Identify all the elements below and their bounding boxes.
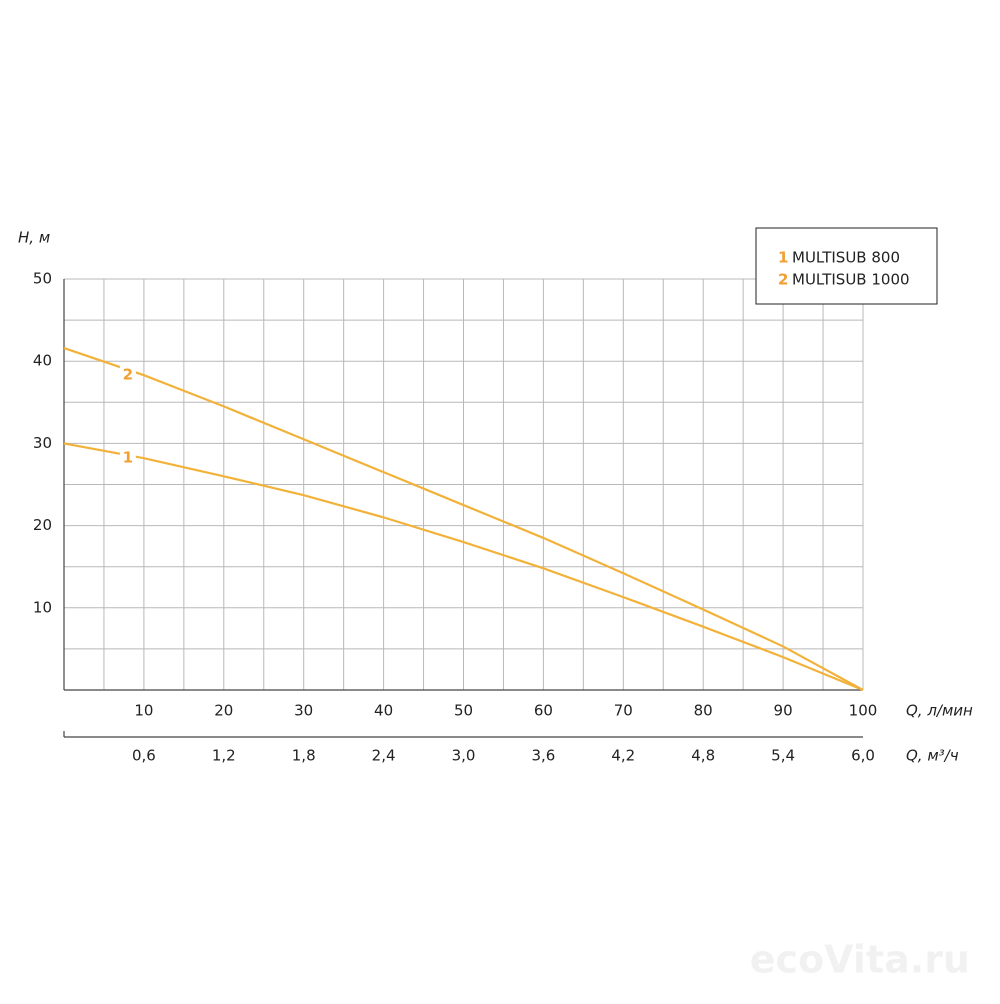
y-tick-label: 40 bbox=[33, 352, 52, 370]
y-axis-label: H, м bbox=[18, 229, 50, 247]
y-tick-label: 30 bbox=[33, 434, 52, 452]
x2-tick-label: 3,0 bbox=[452, 747, 476, 765]
curve-label: 2 bbox=[123, 366, 133, 384]
x-tick-label: 100 bbox=[849, 702, 878, 720]
curve-label-bg bbox=[119, 449, 136, 468]
x2-tick-label: 4,2 bbox=[611, 747, 635, 765]
x-tick-label: 70 bbox=[614, 702, 633, 720]
legend-label: MULTISUB 1000 bbox=[792, 271, 910, 289]
x-axis-label: Q, л/мин bbox=[906, 702, 973, 720]
x-tick-label: 60 bbox=[534, 702, 553, 720]
x2-tick-label: 1,2 bbox=[212, 747, 236, 765]
x2-tick-label: 6,0 bbox=[851, 747, 875, 765]
y-tick-label: 10 bbox=[33, 598, 52, 616]
x-tick-label: 80 bbox=[694, 702, 713, 720]
x-tick-label: 30 bbox=[294, 702, 313, 720]
x-tick-label: 90 bbox=[774, 702, 793, 720]
y-tick-label: 20 bbox=[33, 516, 52, 534]
series-line bbox=[63, 442, 864, 692]
legend-box bbox=[755, 227, 938, 305]
x-tick-label: 20 bbox=[214, 702, 233, 720]
x2-tick-label: 2,4 bbox=[372, 747, 396, 765]
x-tick-label: 10 bbox=[134, 702, 153, 720]
legend-label: MULTISUB 800 bbox=[792, 249, 900, 267]
legend-number: 1 bbox=[778, 249, 788, 267]
y-tick-label: 50 bbox=[33, 270, 52, 288]
x2-tick-label: 5,4 bbox=[771, 747, 795, 765]
x2-tick-label: 0,6 bbox=[132, 747, 156, 765]
x-tick-label: 50 bbox=[454, 702, 473, 720]
x2-tick-label: 4,8 bbox=[691, 747, 715, 765]
x2-axis-label: Q, м³/ч bbox=[906, 747, 959, 765]
watermark: ecoVita.ru bbox=[750, 938, 970, 982]
legend-number: 2 bbox=[778, 271, 788, 289]
x2-tick-label: 3,6 bbox=[531, 747, 555, 765]
curve-label: 1 bbox=[123, 449, 133, 467]
x2-tick-label: 1,8 bbox=[292, 747, 316, 765]
x-tick-label: 40 bbox=[374, 702, 393, 720]
series-line bbox=[63, 347, 864, 691]
curve-label-bg bbox=[119, 366, 136, 385]
